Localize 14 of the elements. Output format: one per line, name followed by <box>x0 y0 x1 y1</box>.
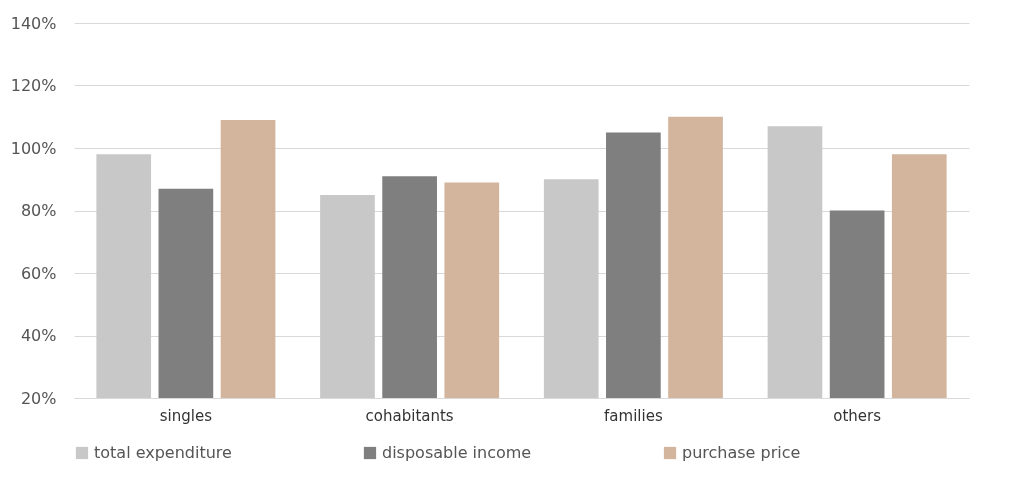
legend-label: disposable income <box>382 443 532 462</box>
y-tick-label: 80% <box>20 201 57 220</box>
y-tick-label: 100% <box>10 138 57 158</box>
legend-label: purchase price <box>682 443 801 462</box>
y-tick-label: 120% <box>10 76 57 95</box>
legend-label: total expenditure <box>94 443 232 462</box>
x-tick-label: others <box>833 406 882 425</box>
y-tick-label: 60% <box>20 263 57 283</box>
y-tick-label: 140% <box>10 13 57 33</box>
y-tick-label: 40% <box>20 326 57 345</box>
x-tick-label: singles <box>159 406 213 425</box>
x-tick-label: families <box>604 406 663 425</box>
x-tick-label: cohabitants <box>365 406 454 425</box>
y-tick-label: 20% <box>20 388 57 408</box>
